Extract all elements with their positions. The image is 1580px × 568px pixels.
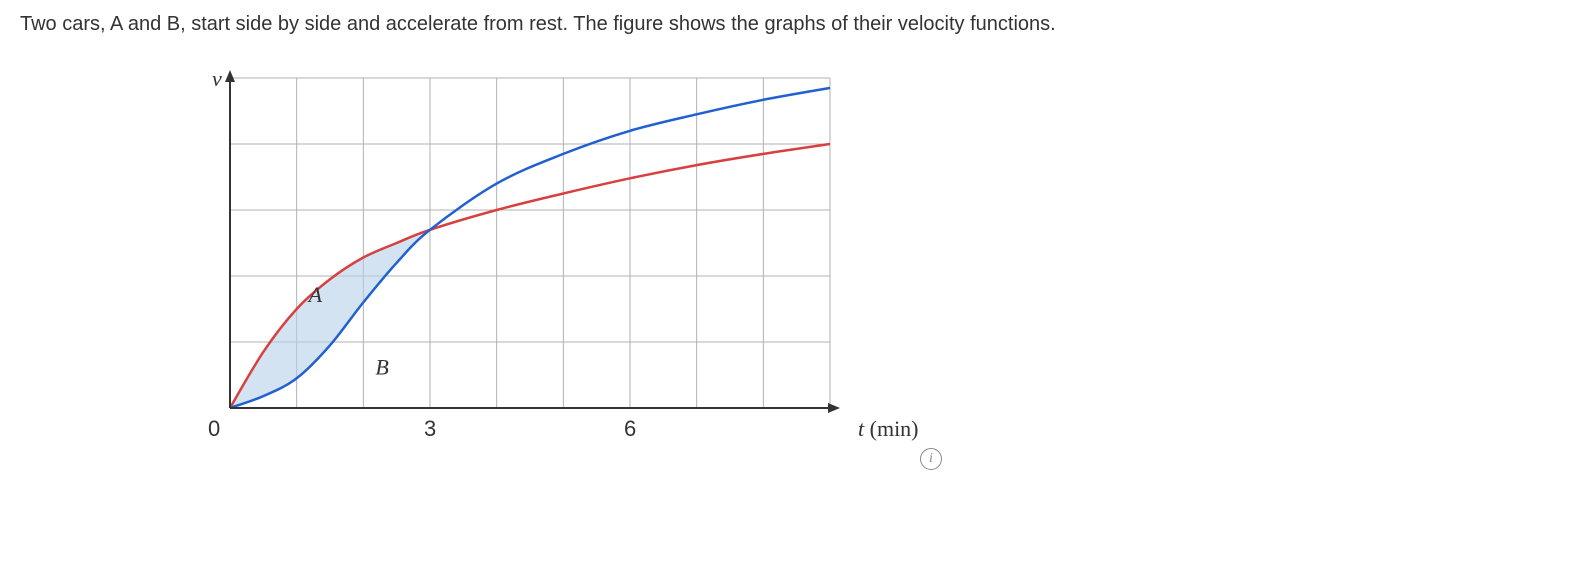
info-icon[interactable]: i <box>920 448 942 470</box>
x-axis-label: t (min) <box>858 416 919 441</box>
x-tick-6: 6 <box>624 416 636 441</box>
figure-container: v 0 3 6 t (min) A B i <box>200 68 1560 498</box>
y-axis-label: v <box>212 68 222 91</box>
curve-B-label: B <box>375 354 388 379</box>
velocity-chart: v 0 3 6 t (min) A B <box>200 68 1070 498</box>
curve-B <box>230 88 830 408</box>
grid <box>230 78 830 408</box>
curve-A-label: A <box>307 282 323 307</box>
shaded-region <box>230 230 430 408</box>
y-axis-arrow <box>225 70 235 82</box>
problem-statement: Two cars, A and B, start side by side an… <box>20 10 1560 38</box>
origin-label: 0 <box>208 416 220 441</box>
x-axis-arrow <box>828 403 840 413</box>
x-tick-3: 3 <box>424 416 436 441</box>
